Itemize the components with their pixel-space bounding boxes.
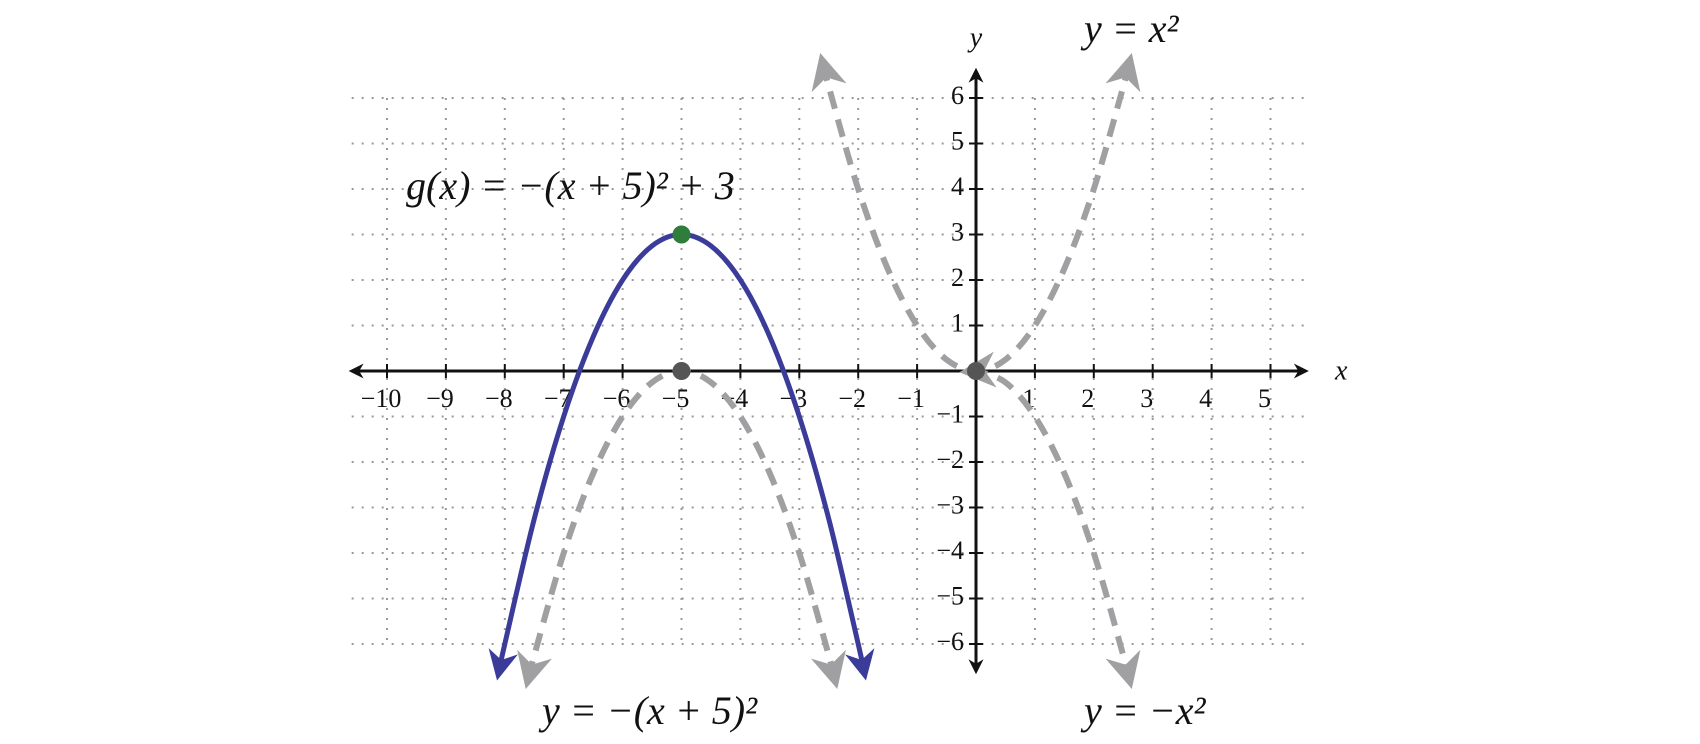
y-tick-label: 1 [951,308,964,337]
y-tick-label: 6 [951,81,964,110]
y-tick-label: 5 [951,126,964,155]
x-tick-label: −8 [485,384,513,413]
x-tick-label: 2 [1081,384,1094,413]
x-tick-label: −5 [662,384,690,413]
curve [488,231,875,681]
point [672,362,691,380]
point [967,362,985,380]
y-tick-label: −5 [936,581,964,610]
y-tick-label: −1 [936,399,964,428]
curve-label: y = −(x + 5)² [538,688,758,733]
curve-label: g(x) = −(x + 5)² + 3 [406,163,735,208]
y-tick-label: −3 [936,490,964,519]
axes: −10 −9 −8 −7 −6 −5 −4 −3 −2 −1 1 2 3 4 5−6−5−4−3−2−112… [348,67,1309,675]
x-tick-label: −9 [426,384,454,413]
point [672,225,691,244]
y-tick-label: −6 [936,627,964,656]
curve-label: y = −x² [1080,688,1206,733]
x-tick-label: −10 [361,384,402,413]
points [672,225,985,380]
x-tick-label: 3 [1140,384,1153,413]
x-axis-label: x [1334,355,1348,386]
x-tick-label: 5 [1258,384,1271,413]
y-tick-label: 3 [951,217,964,246]
x-tick-label: −2 [838,384,866,413]
x-tick-label: −6 [603,384,631,413]
y-axis-label: y [967,22,983,53]
curve [959,351,1141,690]
y-tick-label: 4 [951,172,964,201]
curve [517,367,846,690]
x-tick-label: 4 [1199,384,1212,413]
curve-label: y = x² [1080,6,1180,51]
y-tick-label: 2 [951,263,964,292]
y-tick-label: −2 [936,445,964,474]
y-tick-label: −4 [936,536,964,565]
x-tick-label: −1 [897,384,925,413]
